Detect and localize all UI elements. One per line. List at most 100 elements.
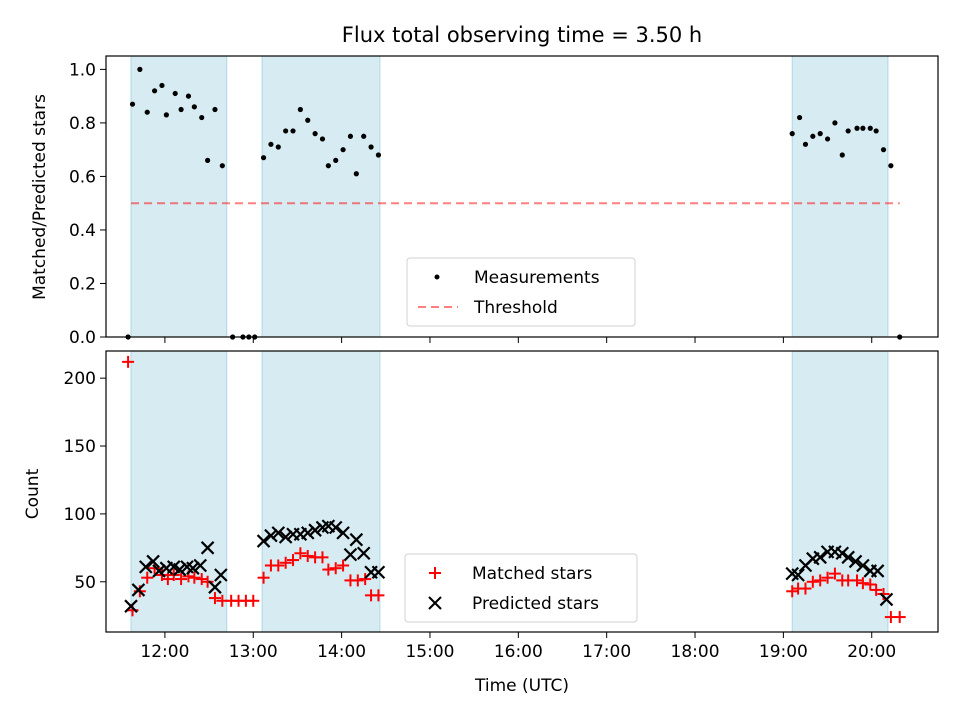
predicted-star-point [856,558,870,573]
matched-star-point [786,585,799,598]
matched-star-point [799,582,812,595]
matched-star-point [821,571,834,584]
matched-star-point [208,592,221,605]
measurement-point [144,109,150,115]
measurement-point [268,141,274,147]
measurement-point [880,147,887,153]
matched-star-point [359,573,372,586]
bottom-ytick-label: 200 [64,369,96,389]
matched-star-point [851,574,864,587]
bottom-xtick-label: 12:00 [140,642,189,662]
legend-matched-marker [429,567,441,579]
measurement-point [796,114,803,121]
matched-star-point [828,567,841,580]
predicted-star-point [300,526,315,540]
top-ytick-label: 1.0 [69,60,96,80]
top-panel: 0.0 0.2 0.4 0.6 0.8 1.0 Matched/Predicted sta… [30,55,939,348]
matched-star-point [814,574,827,587]
measurement-point [347,133,354,139]
measurement-point [789,131,795,137]
top-y-axis-label: Matched/Predicted stars [30,94,50,300]
measurement-point [260,155,267,161]
measurement-point [185,93,192,99]
predicted-star-point [278,530,293,544]
top-ytick-label: 0.4 [69,221,96,241]
predicted-star-point [208,580,222,594]
matched-star-point [864,578,877,591]
chart-title: Flux total observing time = 3.50 h [342,23,702,47]
predicted-star-point [256,534,271,548]
predicted-star-point [835,546,850,561]
bottom-legend-box [404,553,638,623]
bottom-axis-ticks: 50 100 150 200 12:00 13:00 14:00 15:00 16:00 17:0… [64,369,897,662]
measurement-point [873,128,879,134]
bottom-xtick-label: 14:00 [317,642,366,662]
matched-star-point [272,559,285,572]
predicted-star-point [124,599,138,613]
measurement-point [290,128,296,134]
measurement-point [191,104,197,110]
measurement-point [297,106,303,113]
measurement-point [810,133,816,139]
matched-star-point [175,573,188,586]
bottom-band-0 [130,350,228,633]
top-axes-frame [105,55,939,338]
matched-star-point [806,575,819,588]
predicted-star-point [214,568,228,582]
matched-star-point [301,549,314,562]
matched-star-point [287,554,300,567]
matched-star-point [322,563,335,576]
bottom-xtick-label: 13:00 [229,642,278,662]
predicted-star-point [356,546,371,561]
measurement-point [205,157,211,163]
legend-predicted-label: Predicted stars [472,594,599,614]
top-legend-box [406,257,636,327]
bottom-xtick-label: 17:00 [582,642,631,662]
bottom-y-axis-label: Count [23,468,43,519]
legend-measurements-label: Measurements [474,268,600,288]
top-legend: Measurements Threshold [406,257,636,327]
bottom-xtick-label: 18:00 [671,642,720,662]
predicted-star-point [813,550,827,565]
predicted-star-point [349,532,364,547]
legend-threshold-label: Threshold [473,298,558,318]
measurement-point [199,114,205,121]
measurement-point [172,90,178,97]
matched-star-point [337,559,350,572]
matched-star-point [893,611,906,624]
predicted-star-point [172,562,187,577]
measurement-point [325,163,331,169]
matched-star-point [351,574,364,587]
bottom-ytick-label: 150 [64,437,96,457]
measurement-point [151,88,158,94]
bottom-ytick-label: 100 [64,505,96,525]
predicted-star-point [308,523,322,537]
bottom-xtick-label: 19:00 [759,642,808,662]
matched-star-point [195,573,208,586]
predicted-star-point [791,568,805,582]
matched-star-point [856,577,869,590]
measurement-point [137,66,143,72]
predicted-star-point [848,554,863,569]
measurement-point [275,144,281,150]
measurement-point [319,136,326,142]
matched-star-point [257,571,270,584]
measurement-point [368,144,374,150]
measurement-point [212,106,218,113]
bottom-xtick-label: 16:00 [494,642,543,662]
measurement-point [375,152,382,158]
matched-star-point [141,571,154,584]
matched-star-point [201,575,214,588]
top-band-2 [791,55,889,338]
top-band-1 [261,55,381,338]
measurement-point [340,147,346,153]
predicted-star-point [146,554,160,569]
measurement-point [867,125,873,131]
matched-star-point [870,583,883,596]
measurement-point [159,82,165,89]
predicted-star-point [264,528,278,543]
legend-matched-label: Matched stars [472,564,592,584]
x-axis-label: Time (UTC) [474,676,569,696]
measurement-point [219,163,225,169]
legend-predicted-marker [428,596,442,610]
